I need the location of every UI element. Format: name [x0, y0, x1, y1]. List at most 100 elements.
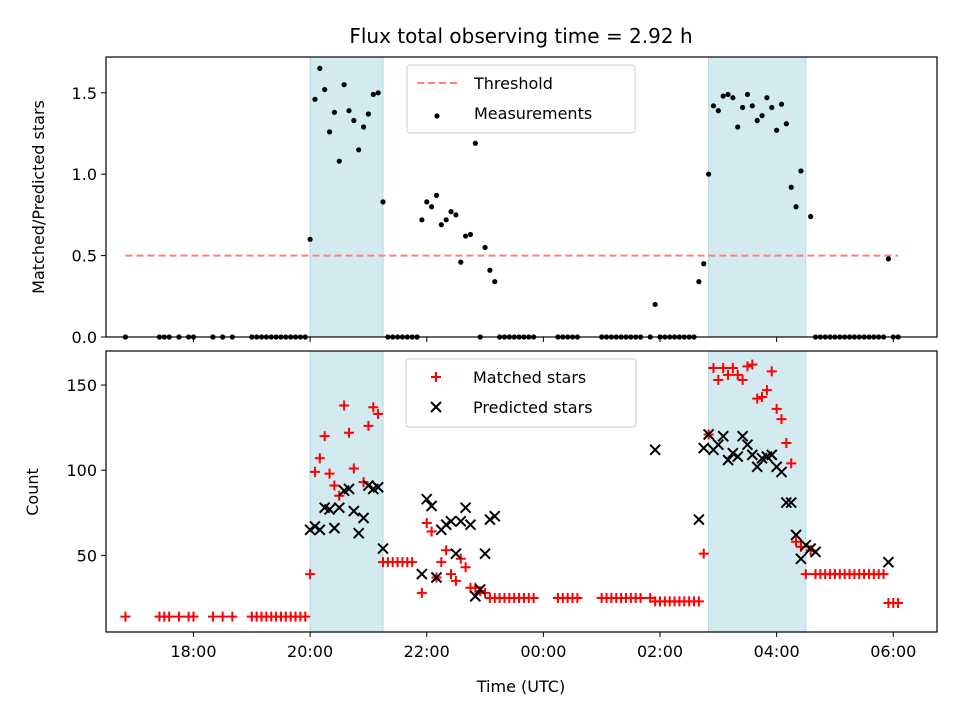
matched-star-point [480, 587, 491, 598]
measurement-point [346, 108, 352, 114]
predicted-star-point [484, 513, 496, 526]
predicted-star-point [712, 438, 725, 451]
predicted-star-point [348, 505, 360, 517]
x-tick-label: 04:00 [754, 642, 800, 661]
predicted-star-point [722, 454, 734, 466]
x-axis-label: Time (UTC) [476, 677, 565, 696]
shaded-interval-2 [708, 56, 807, 338]
measurement-point [365, 111, 372, 117]
matched-star-point [786, 458, 797, 469]
measurement-point [783, 121, 789, 127]
legend-box [405, 358, 637, 428]
predicted-star-point [309, 520, 321, 533]
matched-star-point [363, 420, 374, 431]
bottom-axes: 50 100 150 18:00 20:00 22:00 00:00 02:00 04:00 06… [66, 350, 938, 661]
top-y-axis-label: Matched/Predicted stars [29, 100, 48, 294]
predicted-star-point [702, 428, 715, 441]
predicted-star-point [455, 515, 467, 528]
predicted-star-point [746, 449, 759, 461]
predicted-star-point [372, 481, 384, 493]
matched-star-point [188, 611, 199, 622]
y-tick-label: 150 [66, 376, 97, 395]
matched-star-point [368, 402, 379, 413]
measurement-point [705, 171, 712, 177]
matched-star-point [718, 363, 729, 374]
measurement-point [715, 108, 721, 114]
predicted-star-point [775, 466, 788, 478]
predicted-star-point [766, 449, 778, 461]
plot-frame [105, 350, 938, 633]
predicted-star-point [717, 430, 729, 442]
predicted-star-point [804, 542, 817, 555]
matched-star-point [324, 468, 335, 479]
matched-star-point [723, 369, 734, 380]
measurement-point [764, 95, 770, 101]
measurement-point [360, 124, 367, 130]
shaded-interval-1 [309, 56, 384, 338]
predicted-star-point [450, 547, 462, 560]
measurement-point [759, 113, 765, 119]
x-tick-label: 18:00 [170, 642, 216, 661]
matched-star-point [314, 453, 325, 464]
matched-star-point [771, 403, 782, 414]
legend-label: Predicted stars [473, 398, 593, 417]
matched-star-point [217, 611, 228, 622]
measurement-point [487, 267, 493, 273]
measurement-point [769, 104, 775, 111]
measurement-point [710, 103, 717, 109]
predicted-star-point [698, 442, 710, 454]
predicted-star-point [343, 483, 355, 495]
matched-star-point [227, 611, 238, 622]
matched-star-point [426, 526, 437, 537]
measurement-point [730, 95, 736, 101]
x-tick-label: 02:00 [637, 642, 683, 661]
measurement-point [331, 109, 338, 115]
measurement-point [448, 209, 454, 215]
predicted-star-point [430, 571, 443, 584]
measurement-point [701, 261, 707, 267]
measurement-point [720, 93, 726, 99]
measurement-point [375, 90, 381, 96]
measurement-point [744, 91, 751, 98]
measurement-point [725, 91, 731, 98]
predicted-star-point [785, 496, 797, 509]
measurement-point [370, 91, 376, 98]
matched-star-point [757, 391, 768, 402]
bottom-star-points [120, 359, 904, 622]
matched-star-point [416, 587, 427, 598]
matched-star-point [407, 557, 418, 568]
predicted-star-point [425, 500, 438, 512]
predicted-star-point [323, 503, 336, 516]
chart-title: Flux total observing time = 2.92 h [349, 24, 692, 48]
predicted-star-point [333, 501, 345, 514]
matched-star-point [339, 400, 350, 411]
matched-star-point [436, 557, 447, 568]
matched-star-point [732, 369, 743, 380]
measurement-point [428, 204, 435, 210]
measurement-point [458, 259, 464, 265]
predicted-star-point [440, 519, 452, 531]
y-tick-label: 0.0 [72, 328, 97, 347]
legend-label: Threshold [473, 74, 553, 93]
matched-star-point [800, 569, 811, 580]
y-tick-label: 100 [66, 461, 97, 480]
legend-measurement-swatch [434, 113, 440, 119]
measurement-point [774, 127, 780, 133]
predicted-star-point [489, 510, 501, 522]
x-tick-label: 22:00 [404, 642, 450, 661]
measurement-point [443, 217, 449, 223]
matched-star-point [207, 611, 218, 622]
predicted-star-point [751, 461, 763, 473]
matched-star-point [319, 431, 330, 442]
legend-box [406, 64, 636, 134]
x-tick-label: 20:00 [287, 642, 333, 661]
measurement-point [492, 279, 498, 285]
predicted-star-point [362, 479, 375, 492]
matched-star-point [309, 466, 320, 477]
legend-label: Matched stars [473, 368, 586, 387]
matched-star-point [373, 409, 384, 420]
predicted-star-point [474, 583, 486, 596]
predicted-star-point [377, 542, 389, 555]
y-tick-label: 1.5 [72, 84, 97, 103]
measurement-point [356, 147, 362, 153]
